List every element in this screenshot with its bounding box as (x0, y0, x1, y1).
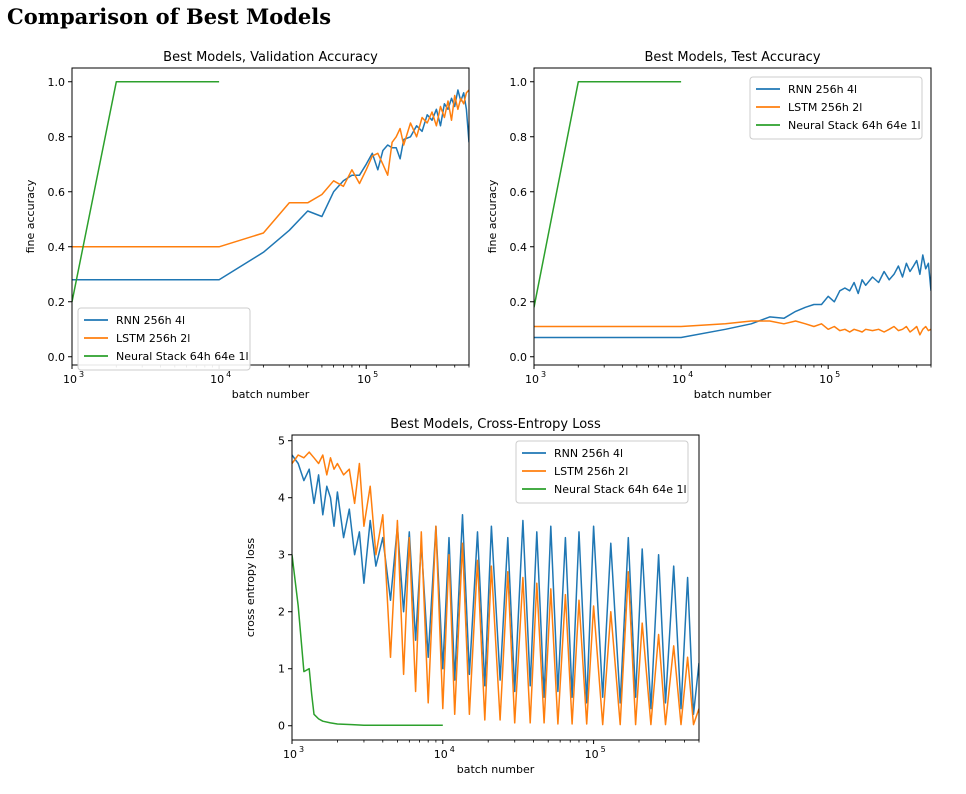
x-axis-label: batch number (694, 388, 772, 401)
chart-title: Best Models, Cross-Entropy Loss (390, 417, 601, 432)
x-tick-exponent: 4 (226, 370, 231, 379)
y-tick-label: 0.4 (510, 241, 528, 254)
series-line-neural-stack-64h-64e-1l (534, 81, 682, 308)
y-tick-label: 0.0 (510, 351, 528, 364)
y-tick-label: 0.6 (48, 186, 66, 199)
x-tick-exponent: 4 (450, 745, 455, 754)
y-tick-label: 0.6 (510, 186, 528, 199)
x-tick-exponent: 3 (541, 370, 546, 379)
x-tick-exponent: 5 (601, 745, 606, 754)
y-tick-label: 0.4 (48, 241, 66, 254)
series-line-neural-stack-64h-64e-1l (72, 81, 220, 302)
series-line-rnn-256h-4l (534, 254, 931, 339)
x-tick-label: 10 (63, 373, 77, 386)
y-tick-label: 3 (278, 549, 285, 562)
y-tick-label: 0 (278, 720, 285, 733)
chart-title: Best Models, Validation Accuracy (163, 50, 378, 65)
y-tick-label: 1 (278, 663, 285, 676)
legend-label: LSTM 256h 2l (554, 465, 628, 478)
legend-label: RNN 256h 4l (788, 83, 857, 96)
chart-title: Best Models, Test Accuracy (644, 50, 820, 65)
plot-frame (71, 67, 470, 366)
y-tick-label: 1.0 (48, 76, 66, 89)
legend-label: RNN 256h 4l (554, 447, 623, 460)
y-tick-label: 0.0 (48, 351, 66, 364)
x-tick-label: 10 (585, 748, 599, 761)
legend-label: Neural Stack 64h 64e 1l (788, 119, 921, 132)
legend-box (749, 76, 923, 140)
x-tick-exponent: 5 (835, 370, 840, 379)
series-line-lstm-256h-2l (292, 451, 699, 726)
y-axis-label: fine accuracy (486, 179, 499, 253)
legend: RNN 256h 4l LSTM 256h 2l Neural Stack 64h … (77, 307, 251, 371)
x-axis-label: batch number (457, 763, 535, 776)
plot-frame (291, 434, 700, 741)
plot-frame (533, 67, 932, 366)
x-tick-label: 10 (672, 373, 686, 386)
test-accuracy-chart: Best Models, Test Accuracy 0.0 0.2 0.4 0.6 0.… (486, 50, 932, 401)
series-line-rnn-256h-4l (72, 89, 469, 281)
legend-label: LSTM 256h 2l (788, 101, 862, 114)
y-tick-label: 4 (278, 492, 285, 505)
legend-label: RNN 256h 4l (116, 314, 185, 327)
legend-label: Neural Stack 64h 64e 1l (116, 350, 249, 363)
x-tick-exponent: 3 (79, 370, 84, 379)
x-tick-exponent: 5 (373, 370, 378, 379)
legend-label: LSTM 256h 2l (116, 332, 190, 345)
legend: RNN 256h 4l LSTM 256h 2l Neural Stack 64h … (749, 76, 923, 140)
series-line-rnn-256h-4l (292, 454, 699, 716)
y-tick-label: 0.8 (510, 131, 528, 144)
x-axis-label: batch number (232, 388, 310, 401)
x-tick-label: 10 (434, 748, 448, 761)
legend: RNN 256h 4l LSTM 256h 2l Neural Stack 64h … (515, 440, 689, 504)
x-tick-label: 10 (283, 748, 297, 761)
series-group (292, 451, 699, 726)
x-tick-exponent: 3 (299, 745, 304, 754)
series-group (534, 81, 931, 339)
validation-accuracy-chart: Best Models, Validation Accuracy 0.0 0.2 0.… (24, 50, 470, 401)
x-tick-exponent: 4 (688, 370, 693, 379)
series-group (72, 81, 469, 302)
series-line-lstm-256h-2l (534, 320, 931, 336)
series-line-lstm-256h-2l (72, 89, 469, 248)
x-tick-label: 10 (357, 373, 371, 386)
legend-box (515, 440, 689, 504)
y-tick-label: 0.2 (48, 296, 66, 309)
legend-box (77, 307, 251, 371)
x-tick-label: 10 (819, 373, 833, 386)
y-axis-label: fine accuracy (24, 179, 37, 253)
x-tick-label: 10 (210, 373, 224, 386)
y-tick-label: 0.8 (48, 131, 66, 144)
series-line-neural-stack-64h-64e-1l (292, 554, 443, 726)
legend-label: Neural Stack 64h 64e 1l (554, 483, 687, 496)
y-tick-label: 1.0 (510, 76, 528, 89)
y-axis-label: cross entropy loss (244, 538, 257, 638)
y-tick-label: 0.2 (510, 296, 528, 309)
page-title: Comparison of Best Models (7, 4, 332, 29)
y-tick-label: 2 (278, 606, 285, 619)
x-tick-label: 10 (525, 373, 539, 386)
y-tick-label: 5 (278, 435, 285, 448)
